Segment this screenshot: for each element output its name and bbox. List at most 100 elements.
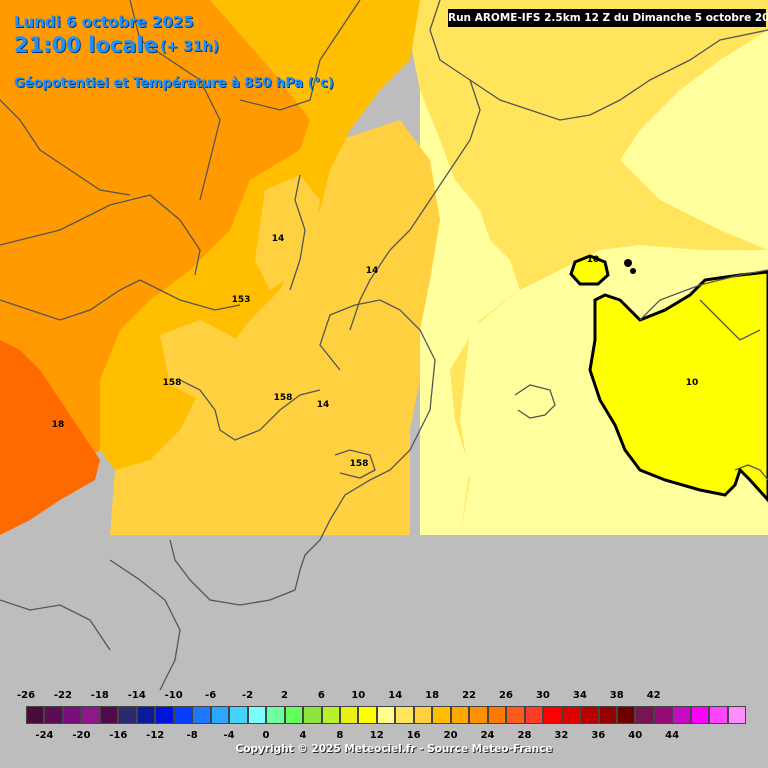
- color-swatch: [229, 706, 248, 724]
- color-swatch: [173, 706, 193, 724]
- color-swatch: [709, 706, 728, 724]
- scale-tick-label: -4: [223, 730, 235, 741]
- color-swatch: [62, 706, 82, 724]
- pale-yellow-core: [630, 40, 768, 240]
- scale-tick-label: 8: [336, 730, 344, 741]
- contour-label: 18: [51, 420, 65, 430]
- scale-tick-label: 20: [443, 730, 458, 741]
- forecast-date: Lundi 6 octobre 2025: [14, 13, 194, 31]
- region-border-5: [639, 269, 768, 321]
- coastline-2: [169, 299, 436, 606]
- scale-tick-label: -22: [53, 690, 72, 701]
- pale-orange-patch: [160, 320, 250, 400]
- color-swatch: [617, 706, 636, 724]
- color-swatch: [580, 706, 599, 724]
- scale-tick-label: -14: [127, 690, 146, 701]
- color-swatch: [450, 706, 470, 724]
- field-title: Géopotentiel et Température à 850 hPa (°…: [14, 76, 334, 91]
- orange-zone: [0, 0, 310, 520]
- color-swatch: [358, 706, 377, 724]
- scale-tick-label: 32: [554, 730, 569, 741]
- scale-tick-label: 0: [262, 730, 270, 741]
- border-south: [109, 559, 181, 691]
- color-swatch: [284, 706, 304, 724]
- scale-tick-label: -26: [16, 690, 36, 701]
- small-contour-patch-2: [630, 268, 636, 274]
- scale-tick-label: -20: [72, 730, 91, 741]
- color-swatch: [672, 706, 691, 724]
- scale-tick-label: -10: [164, 690, 183, 701]
- color-swatch: [543, 706, 562, 724]
- color-swatch: [81, 706, 100, 724]
- scale-tick-label: 18: [425, 690, 440, 701]
- scale-tick-label: 16: [406, 730, 421, 741]
- pale-orange-patch-3: [255, 175, 320, 290]
- color-swatch: [155, 706, 174, 724]
- pale-orange-zone: [110, 120, 440, 535]
- country-border: [429, 0, 768, 121]
- scale-tick-label: 10: [351, 690, 366, 701]
- contour-label: 14: [316, 400, 330, 410]
- scale-tick-label: -16: [109, 730, 128, 741]
- river-line-2: [289, 174, 306, 291]
- small-contour-patch: [624, 259, 632, 267]
- region-border: [0, 99, 131, 196]
- region-border-3: [239, 0, 361, 111]
- contour-label: 14: [271, 234, 285, 244]
- scale-tick-label: -6: [205, 690, 217, 701]
- color-swatch: [690, 706, 710, 724]
- color-swatch: [44, 706, 63, 724]
- lake-outline-3: [734, 464, 768, 481]
- contour-label: 158: [162, 378, 182, 388]
- scale-tick-label: 40: [628, 730, 643, 741]
- bright-yellow-patch: [569, 254, 610, 286]
- color-swatch: [524, 706, 544, 724]
- color-swatch: [506, 706, 525, 724]
- scale-tick-label: 44: [665, 730, 680, 741]
- color-swatch: [303, 706, 322, 724]
- color-swatch: [136, 706, 156, 724]
- color-swatch: [432, 706, 451, 724]
- color-swatch: [26, 706, 45, 724]
- color-swatch: [118, 706, 137, 724]
- color-swatch: [210, 706, 230, 724]
- scale-tick-label: -18: [90, 690, 109, 701]
- country-border-2: [349, 79, 481, 331]
- scale-tick-label: 30: [535, 690, 550, 701]
- scale-tick-label: 22: [462, 690, 477, 701]
- contour-label: 158: [273, 393, 293, 403]
- scale-tick-label: 14: [388, 690, 403, 701]
- color-swatch: [469, 706, 488, 724]
- forecast-offset: (+ 31h): [160, 39, 219, 55]
- coastline: [0, 194, 201, 276]
- contour-label: 153: [231, 295, 251, 305]
- contour-label: 158: [349, 459, 369, 469]
- bright-yellow-zone: [588, 270, 768, 503]
- color-swatch: [376, 706, 396, 724]
- scale-tick-label: 36: [591, 730, 606, 741]
- color-swatch: [598, 706, 617, 724]
- scale-tick-label: -8: [186, 730, 198, 741]
- scale-tick-label: -12: [146, 730, 165, 741]
- red-orange-zone: [0, 340, 100, 535]
- color-swatch: [99, 706, 119, 724]
- color-swatch: [247, 706, 267, 724]
- color-swatch: [727, 706, 747, 724]
- color-swatch: [635, 706, 654, 724]
- border-south-2: [0, 599, 111, 651]
- region-border-2: [129, 0, 221, 201]
- contour-label: 14: [365, 266, 379, 276]
- scale-tick-label: 2: [280, 690, 288, 701]
- color-swatch: [339, 706, 359, 724]
- contour-label: 10: [586, 255, 600, 265]
- scale-tick-label: 28: [517, 730, 532, 741]
- run-label: Run AROME-IFS 2.5km 12 Z du Dimanche 5 o…: [448, 9, 768, 27]
- color-swatch: [413, 706, 433, 724]
- scale-tick-label: 4: [299, 730, 307, 741]
- scale-tick-label: 34: [572, 690, 587, 701]
- color-swatch: [266, 706, 285, 724]
- lake-outline: [514, 384, 556, 419]
- scale-tick-label: 6: [317, 690, 325, 701]
